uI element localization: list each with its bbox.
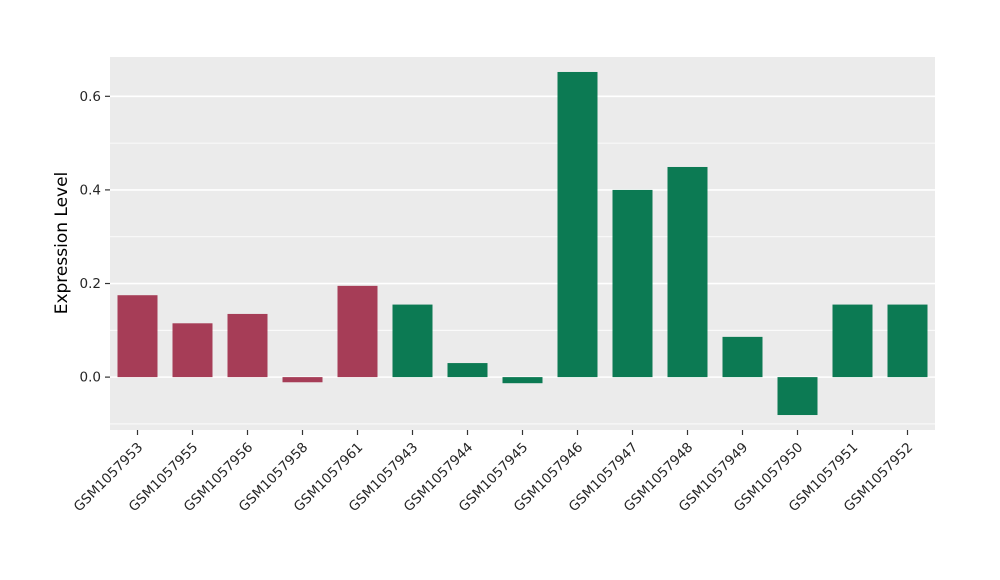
y-tick-label: 0.6 xyxy=(80,89,101,105)
bar-GSM1057956 xyxy=(227,313,268,378)
bar-GSM1057953 xyxy=(117,295,158,378)
y-tick-label: 0.0 xyxy=(80,370,101,386)
bar-GSM1057944 xyxy=(447,363,488,378)
bar-GSM1057961 xyxy=(337,285,378,378)
bar-GSM1057958 xyxy=(282,377,323,383)
bar-GSM1057947 xyxy=(612,189,653,378)
bar-GSM1057950 xyxy=(777,377,818,416)
bar-GSM1057946 xyxy=(557,71,598,378)
bar-GSM1057943 xyxy=(392,304,433,378)
bar-GSM1057949 xyxy=(722,336,763,378)
bar-GSM1057951 xyxy=(832,304,873,378)
y-axis-title: Expression Level xyxy=(52,171,72,315)
y-tick-label: 0.2 xyxy=(80,276,101,292)
y-tick-label: 0.4 xyxy=(80,182,101,198)
bar-GSM1057948 xyxy=(667,166,708,378)
bar-GSM1057952 xyxy=(887,304,928,378)
bar-GSM1057945 xyxy=(502,377,543,384)
bar-GSM1057955 xyxy=(172,323,213,378)
